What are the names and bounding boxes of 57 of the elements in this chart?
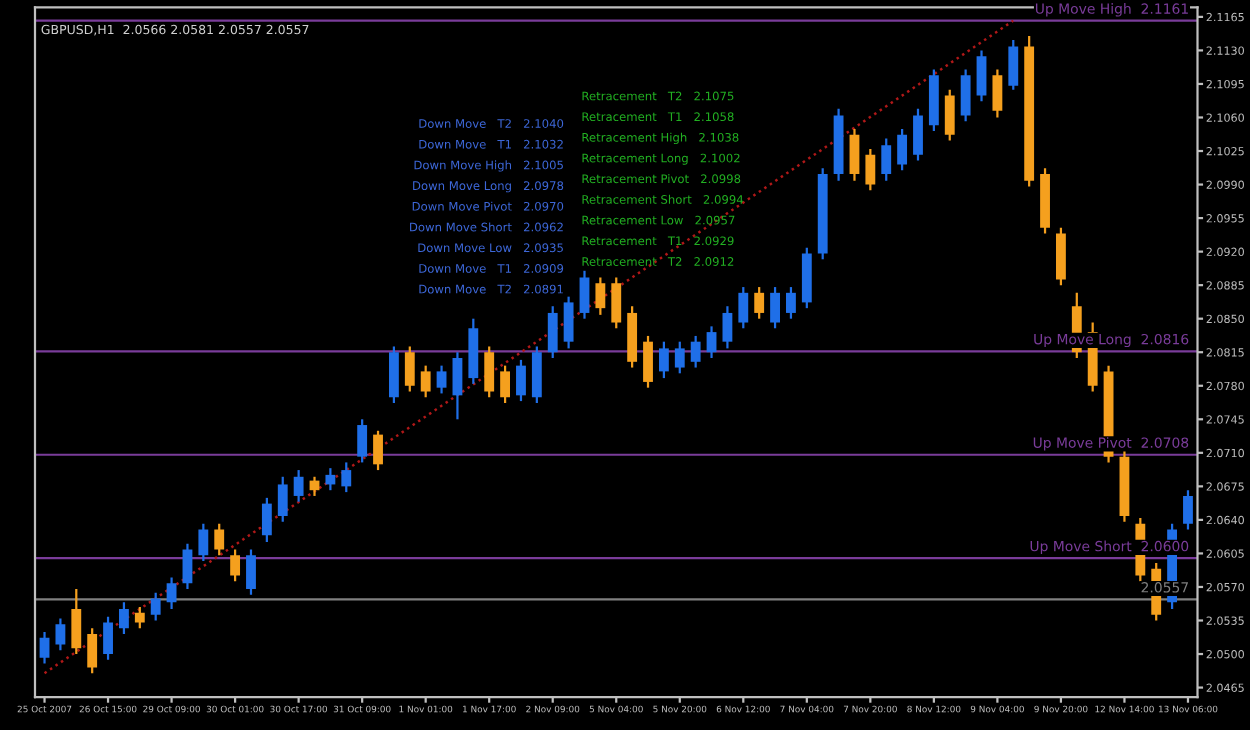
candlestick (246, 548, 256, 596)
candlestick (722, 305, 733, 350)
candlestick (547, 305, 558, 360)
candlestick (944, 88, 955, 142)
candlestick (611, 276, 622, 330)
candlestick (71, 587, 82, 656)
candlestick (865, 147, 876, 192)
candlestick (563, 295, 574, 350)
candlestick (119, 601, 129, 636)
candlestick (849, 127, 860, 182)
candlestick (277, 475, 288, 523)
candlestick (913, 107, 923, 162)
candlestick (897, 127, 908, 172)
candlestick (293, 468, 304, 503)
candlestick (786, 285, 796, 320)
candlestick (388, 345, 399, 405)
candlestick (230, 548, 241, 583)
candlestick (992, 68, 1003, 119)
candlestick (55, 617, 66, 652)
candlestick (579, 269, 590, 320)
candlestick (754, 285, 765, 320)
candlestick (198, 522, 209, 563)
candlestick (770, 285, 780, 330)
candlestick (134, 605, 145, 630)
candlestick (214, 522, 225, 557)
candlestick (643, 334, 653, 389)
candlestick (960, 68, 971, 123)
candlestick (420, 364, 431, 399)
candlestick (674, 340, 685, 375)
candlestick (452, 351, 463, 421)
candlestick (516, 358, 526, 403)
candlestick (881, 137, 892, 182)
candlestick (436, 364, 447, 395)
candlestick (261, 496, 272, 544)
candlestick (531, 345, 542, 405)
candlestick (484, 345, 495, 399)
candlestick (690, 334, 701, 369)
candlestick (658, 340, 669, 380)
candlestick (166, 576, 177, 611)
candlestick (103, 615, 113, 661)
candlestick (976, 49, 987, 103)
candlestick (87, 627, 98, 675)
candlestick (1183, 489, 1193, 531)
candlestick (182, 542, 193, 590)
candlestick (373, 429, 383, 472)
candlestick (39, 630, 50, 665)
candlestick (325, 467, 336, 492)
candlestick (357, 418, 368, 464)
candlestick (500, 364, 511, 405)
candlestick (738, 285, 749, 330)
candlestick (595, 276, 606, 316)
candlestick (150, 591, 161, 622)
candlestick (1008, 38, 1019, 91)
candlestick (706, 325, 717, 360)
candlestick (404, 345, 415, 393)
candlestick (341, 461, 352, 494)
candlestick (1056, 226, 1066, 287)
